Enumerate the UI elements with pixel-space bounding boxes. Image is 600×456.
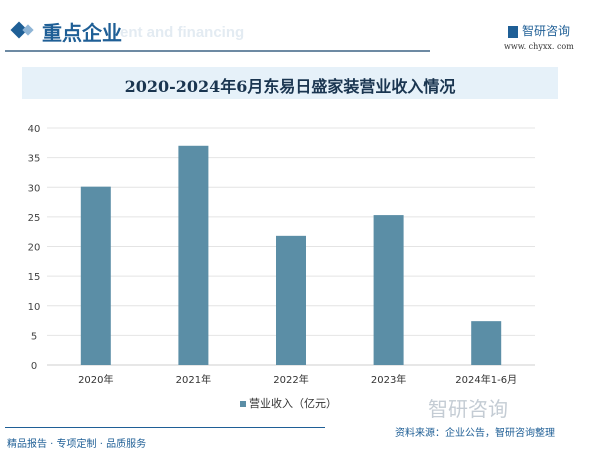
chart-title: 2020-2024年6月东易日盛家装营业收入情况 xyxy=(124,77,456,96)
header-divider xyxy=(5,50,430,52)
y-tick-label: 30 xyxy=(28,183,41,194)
footer-logo: 智研咨询 xyxy=(428,397,508,421)
logo-icon xyxy=(508,25,518,38)
brand-logo: 智研咨询 xyxy=(508,22,570,39)
y-tick-label: 5 xyxy=(31,331,37,342)
footer-divider xyxy=(5,427,325,428)
y-tick-label: 10 xyxy=(28,302,41,313)
source-note: 资料来源：企业公告，智研咨询整理 xyxy=(395,428,555,439)
chart-title-band: 2020-2024年6月东易日盛家装营业收入情况 xyxy=(22,67,558,99)
bar xyxy=(178,145,209,365)
chart-legend: 营业收入（亿元） xyxy=(240,395,337,411)
x-tick-label: 2020年 xyxy=(78,373,113,386)
x-tick-label: 2022年 xyxy=(273,373,308,386)
header-subtitle: ent and financing xyxy=(120,24,245,41)
x-tick-label: 2021年 xyxy=(176,373,211,386)
y-tick-label: 0 xyxy=(31,361,37,372)
legend-swatch xyxy=(240,401,246,407)
y-tick-label: 40 xyxy=(28,124,41,135)
footer-tagline: 精品报告 · 专项定制 · 品质服务 xyxy=(7,439,147,450)
x-tick-label: 2023年 xyxy=(371,373,406,386)
y-tick-label: 20 xyxy=(28,243,41,254)
header-title: 重点企业 xyxy=(42,21,122,45)
bar xyxy=(373,215,404,365)
legend-label: 营业收入（亿元） xyxy=(249,397,337,410)
y-tick-label: 35 xyxy=(28,154,41,165)
bar xyxy=(80,186,111,365)
brand-url: www. chyxx. com xyxy=(504,42,574,51)
x-tick-label: 2024年1-6月 xyxy=(455,373,517,386)
y-tick-label: 15 xyxy=(28,272,41,283)
y-tick-label: 25 xyxy=(28,213,41,224)
bar xyxy=(276,235,306,365)
logo-text: 智研咨询 xyxy=(522,24,571,38)
bar xyxy=(471,321,502,365)
